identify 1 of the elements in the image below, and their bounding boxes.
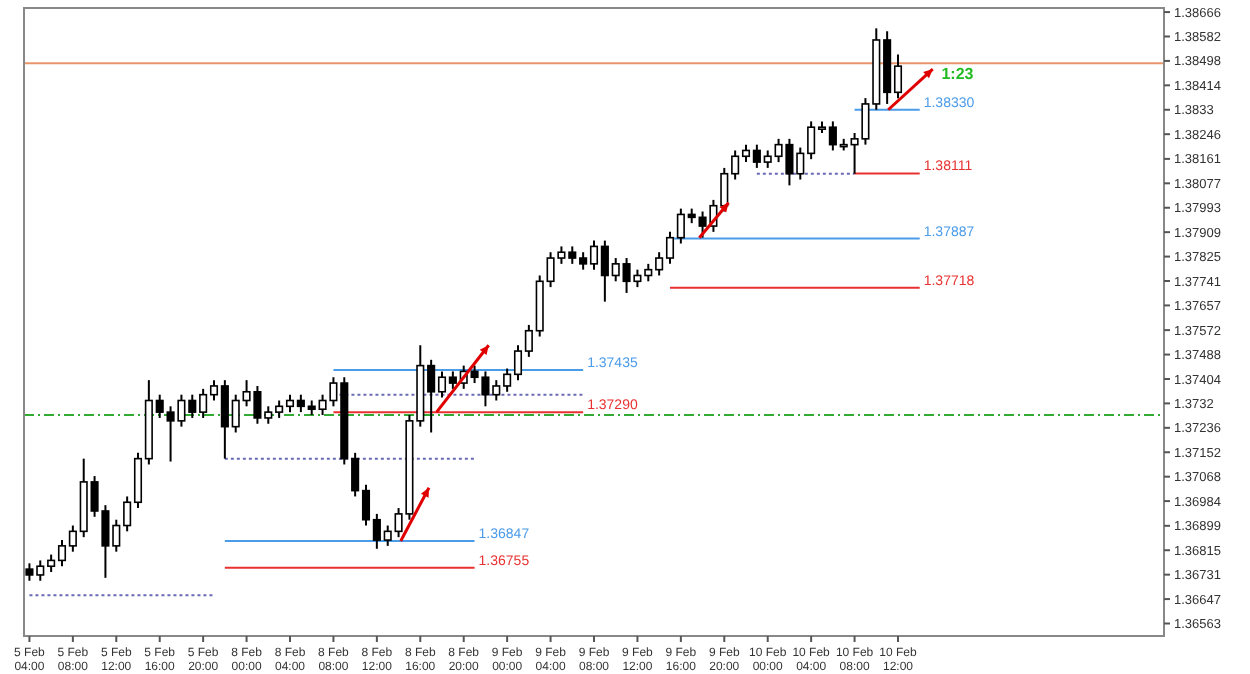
annotation: 1:23 [941, 65, 975, 84]
